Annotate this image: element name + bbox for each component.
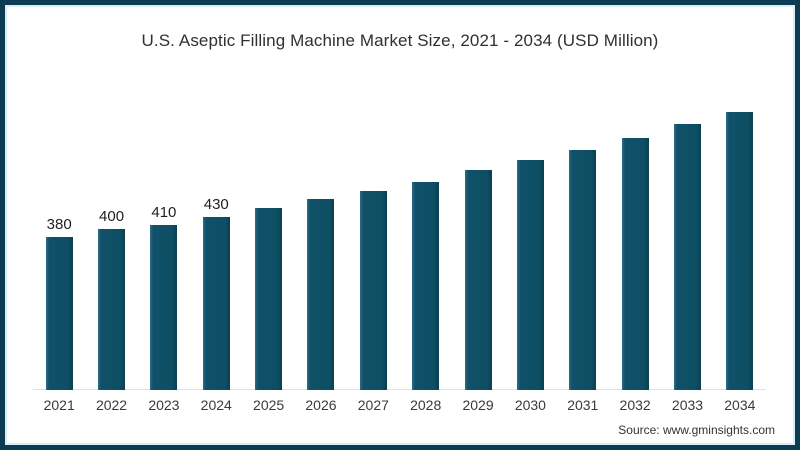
x-axis-label: 2032 <box>619 397 651 413</box>
x-axis-label: 2026 <box>305 397 337 413</box>
bar <box>98 229 126 390</box>
bar-column: 410 2023 <box>138 65 190 415</box>
bar <box>359 191 387 390</box>
bar-column: 430 2024 <box>190 65 242 415</box>
bar-column: 2031 <box>557 65 609 415</box>
bar-column: 2030 <box>504 65 556 415</box>
x-axis-label: 2023 <box>148 397 180 413</box>
bar-column: 400 2022 <box>85 65 137 415</box>
bar-column: 2026 <box>295 65 347 415</box>
bar-value-label: 410 <box>151 204 177 221</box>
bar <box>569 150 597 390</box>
bar <box>412 182 440 390</box>
x-axis-label: 2027 <box>357 397 389 413</box>
bar-column: 380 2021 <box>33 65 85 415</box>
x-axis-label: 2028 <box>410 397 442 413</box>
bar-column: 2025 <box>242 65 294 415</box>
x-axis-label: 2025 <box>253 397 285 413</box>
bar <box>255 208 283 390</box>
bar <box>45 237 73 390</box>
bar-column: 2033 <box>661 65 713 415</box>
bar <box>726 112 754 390</box>
bar <box>621 138 649 390</box>
x-axis-label: 2031 <box>567 397 599 413</box>
bar <box>673 124 701 390</box>
bar <box>516 160 544 390</box>
bar-column: 2032 <box>609 65 661 415</box>
x-axis-label: 2033 <box>671 397 704 413</box>
bar-value-label: 380 <box>46 216 72 233</box>
x-axis-label: 2029 <box>462 397 494 413</box>
bar-column: 2029 <box>452 65 504 415</box>
x-axis-label: 2022 <box>95 397 128 413</box>
x-axis-label: 2030 <box>514 397 546 413</box>
bar-chart: 380 2021 400 2022 410 2023 430 2024 2025… <box>33 65 766 415</box>
source-attribution: Source: www.gminsights.com <box>618 423 775 437</box>
x-axis-baseline <box>33 389 766 390</box>
x-axis-label: 2021 <box>43 397 75 413</box>
x-axis-label: 2034 <box>724 397 756 413</box>
bar-column: 2034 <box>714 65 766 415</box>
bar <box>464 170 492 390</box>
bar-column: 2028 <box>400 65 452 415</box>
bar <box>150 225 178 390</box>
bar-column: 2027 <box>347 65 399 415</box>
bar-value-label: 430 <box>203 196 229 213</box>
bar-value-label: 400 <box>99 208 125 225</box>
bar <box>307 199 335 390</box>
chart-title: U.S. Aseptic Filling Machine Market Size… <box>141 31 659 50</box>
x-axis-label: 2024 <box>200 397 232 413</box>
bar <box>202 217 230 390</box>
